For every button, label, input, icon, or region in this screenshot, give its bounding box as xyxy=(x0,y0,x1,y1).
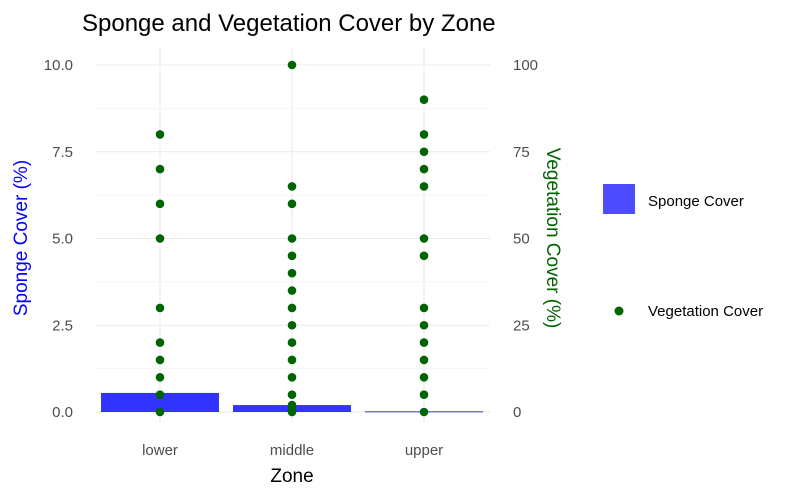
legend-label-sponge: Sponge Cover xyxy=(648,193,744,210)
right-tick-label: 100 xyxy=(513,57,538,74)
point-lower xyxy=(155,199,165,209)
point-upper xyxy=(419,164,429,174)
legend-label-vegetation: Vegetation Cover xyxy=(648,303,763,320)
point-upper xyxy=(419,303,429,313)
point-upper xyxy=(419,373,429,382)
point-upper xyxy=(419,338,429,347)
point-middle xyxy=(287,60,297,70)
x-tick-label: lower xyxy=(142,442,178,459)
point-middle xyxy=(287,251,297,261)
point-upper xyxy=(419,234,429,243)
point-upper xyxy=(419,95,429,104)
point-upper xyxy=(419,130,429,139)
point-upper xyxy=(419,251,429,261)
point-lower xyxy=(155,355,165,365)
right-tick-label: 25 xyxy=(513,317,530,334)
point-middle xyxy=(287,390,297,399)
point-middle xyxy=(287,373,297,382)
bar-lower xyxy=(101,392,219,412)
point-lower xyxy=(155,373,165,382)
point-middle xyxy=(287,400,297,410)
point-middle xyxy=(287,234,297,243)
left-tick-label: 2.5 xyxy=(52,317,73,334)
point-upper xyxy=(419,147,429,157)
left-tick-label: 10.0 xyxy=(44,57,73,74)
x-axis-ticks: lower middle upper xyxy=(142,442,443,459)
point-middle xyxy=(287,199,297,209)
point-upper xyxy=(419,355,429,365)
point-upper xyxy=(419,407,429,417)
right-axis-ticks: 0 25 50 75 100 xyxy=(513,57,538,421)
point-middle xyxy=(287,338,297,347)
point-lower xyxy=(155,303,165,313)
chart-title: Sponge and Vegetation Cover by Zone xyxy=(82,10,496,37)
point-upper xyxy=(419,320,429,330)
point-middle xyxy=(287,268,297,278)
left-axis-ticks: 0.0 2.5 5.0 7.5 10.0 xyxy=(44,57,73,421)
legend-key-vegetation xyxy=(614,306,624,316)
point-lower xyxy=(155,130,165,139)
point-middle xyxy=(287,303,297,313)
point-lower xyxy=(155,338,165,347)
left-tick-label: 0.0 xyxy=(52,404,73,421)
left-tick-label: 5.0 xyxy=(52,231,73,248)
vegetation-points xyxy=(155,60,429,417)
point-upper xyxy=(419,182,429,191)
legend: Sponge Cover Vegetation Cover xyxy=(603,184,763,320)
point-middle xyxy=(287,355,297,365)
left-y-axis-label: Sponge Cover (%) xyxy=(11,160,32,316)
right-tick-label: 75 xyxy=(513,144,530,161)
point-lower xyxy=(155,390,165,399)
x-axis-label: Zone xyxy=(270,466,313,487)
point-middle xyxy=(287,182,297,191)
point-lower xyxy=(155,407,165,417)
right-tick-label: 0 xyxy=(513,404,521,421)
point-middle xyxy=(287,320,297,330)
legend-key-sponge xyxy=(603,184,635,214)
right-y-axis-label: Vegetation Cover (%) xyxy=(542,148,563,329)
right-tick-label: 50 xyxy=(513,231,530,248)
point-lower xyxy=(155,234,165,243)
left-tick-label: 7.5 xyxy=(52,144,73,161)
point-middle xyxy=(287,286,297,295)
point-upper xyxy=(419,390,429,399)
point-lower xyxy=(155,164,165,174)
x-tick-label: upper xyxy=(405,442,443,459)
x-tick-label: middle xyxy=(270,442,314,459)
